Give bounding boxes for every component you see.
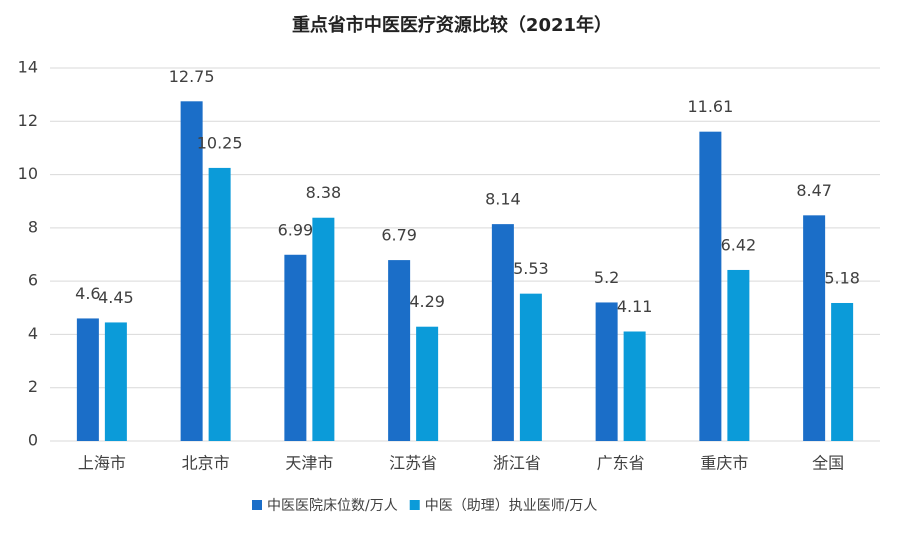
y-tick-label: 2 (28, 377, 38, 396)
x-tick-label: 重庆市 (700, 454, 748, 473)
bar (284, 254, 307, 441)
bar (312, 217, 335, 441)
data-label: 5.2 (594, 268, 619, 287)
data-label: 12.75 (169, 67, 215, 86)
bar (208, 167, 231, 442)
y-tick-label: 10 (18, 164, 38, 183)
bar (104, 322, 127, 441)
bar (727, 269, 750, 441)
x-tick-label: 江苏省 (389, 454, 437, 473)
y-tick-label: 0 (28, 431, 38, 450)
x-tick-label: 上海市 (78, 454, 126, 473)
bar (491, 224, 514, 441)
data-label: 6.99 (278, 220, 314, 239)
data-label: 4.45 (98, 288, 134, 307)
x-tick-label: 浙江省 (493, 454, 541, 473)
data-label: 6.79 (381, 226, 417, 245)
y-tick-label: 6 (28, 271, 38, 290)
data-label: 5.53 (513, 259, 549, 278)
data-label: 4.6 (75, 284, 100, 303)
data-label: 6.42 (721, 235, 757, 254)
y-tick-label: 14 (18, 58, 38, 77)
data-label: 8.14 (485, 190, 521, 209)
data-label: 5.18 (824, 268, 860, 287)
bar (519, 293, 542, 441)
legend-label: 中医医院床位数/万人 (267, 498, 398, 514)
data-label: 4.11 (617, 297, 653, 316)
y-tick-label: 8 (28, 217, 38, 236)
bar (699, 131, 722, 441)
bar (595, 302, 618, 441)
bar (623, 331, 646, 441)
bar (76, 318, 99, 441)
x-tick-label: 全国 (812, 454, 844, 473)
x-tick-label: 广东省 (597, 454, 645, 473)
data-label: 10.25 (197, 133, 243, 152)
bar (416, 326, 439, 441)
data-label: 4.29 (409, 292, 445, 311)
bar (180, 101, 203, 441)
data-label: 8.47 (796, 181, 832, 200)
x-tick-label: 天津市 (285, 454, 333, 473)
legend-label: 中医（助理）执业医师/万人 (425, 498, 598, 514)
chart-title: 重点省市中医医疗资源比较（2021年） (292, 14, 612, 36)
data-label: 8.38 (306, 183, 342, 202)
bar (803, 215, 826, 441)
bar (831, 302, 854, 441)
x-tick-label: 北京市 (182, 454, 230, 473)
legend-swatch (409, 500, 420, 510)
data-label: 11.61 (687, 97, 733, 116)
legend-swatch (252, 500, 262, 510)
y-tick-label: 4 (28, 324, 38, 343)
bar (388, 260, 411, 441)
y-tick-label: 12 (18, 111, 38, 130)
